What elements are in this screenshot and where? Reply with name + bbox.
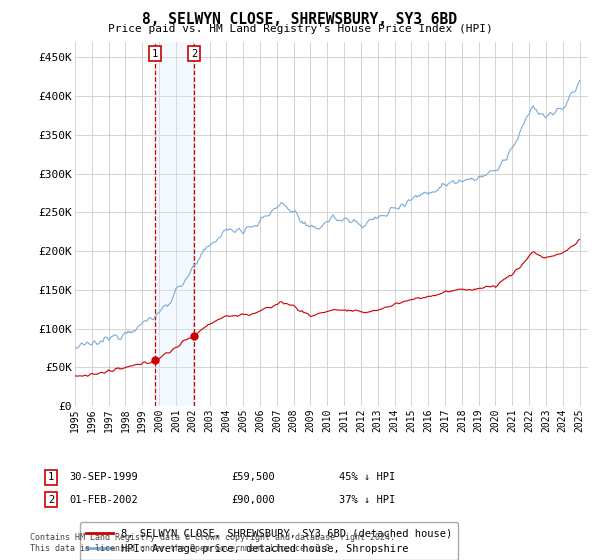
Text: £59,500: £59,500 (231, 472, 275, 482)
Text: £90,000: £90,000 (231, 494, 275, 505)
Text: Contains HM Land Registry data © Crown copyright and database right 2024.
This d: Contains HM Land Registry data © Crown c… (30, 533, 395, 553)
Text: 1: 1 (152, 49, 158, 59)
Text: 30-SEP-1999: 30-SEP-1999 (69, 472, 138, 482)
Text: 45% ↓ HPI: 45% ↓ HPI (339, 472, 395, 482)
Legend: 8, SELWYN CLOSE, SHREWSBURY, SY3 6BD (detached house), HPI: Average price, detac: 8, SELWYN CLOSE, SHREWSBURY, SY3 6BD (de… (80, 522, 458, 560)
Text: 8, SELWYN CLOSE, SHREWSBURY, SY3 6BD: 8, SELWYN CLOSE, SHREWSBURY, SY3 6BD (143, 12, 458, 27)
Text: Price paid vs. HM Land Registry's House Price Index (HPI): Price paid vs. HM Land Registry's House … (107, 24, 493, 34)
Text: 01-FEB-2002: 01-FEB-2002 (69, 494, 138, 505)
Text: 2: 2 (191, 49, 197, 59)
Text: 37% ↓ HPI: 37% ↓ HPI (339, 494, 395, 505)
Text: 1: 1 (48, 472, 54, 482)
Text: 2: 2 (48, 494, 54, 505)
Bar (155, 42, 194, 406)
